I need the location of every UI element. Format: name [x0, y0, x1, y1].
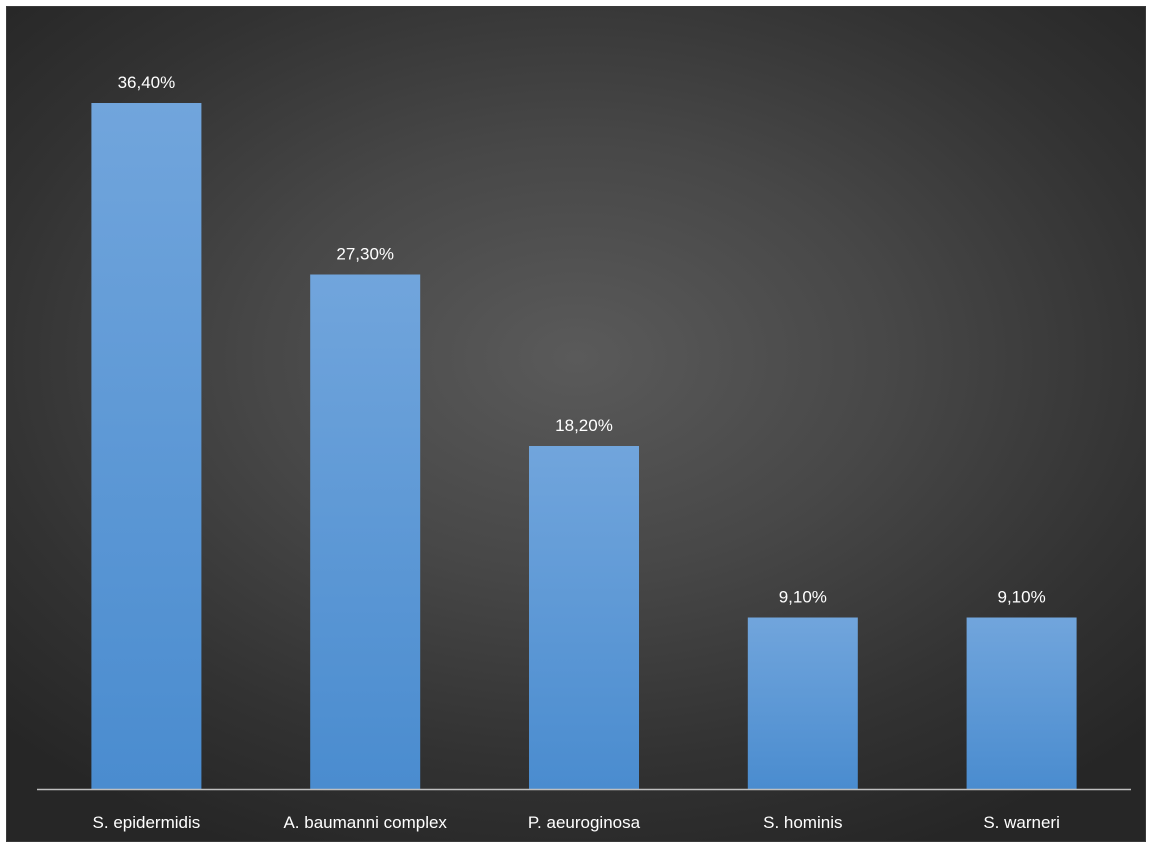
bars [91, 103, 1077, 789]
bar-1 [310, 274, 421, 789]
bar-chart: 36,40% 27,30% 18,20% 9,10% 9,10% S. epidermi… [37, 73, 1131, 832]
category-label-1: A. baumanni complex [283, 813, 447, 832]
data-labels: 36,40% 27,30% 18,20% 9,10% 9,10% [118, 73, 1046, 607]
bar-2 [529, 446, 639, 789]
data-label-0: 36,40% [118, 73, 176, 92]
data-label-4: 9,10% [997, 588, 1045, 607]
bar-0 [91, 103, 202, 789]
data-label-1: 27,30% [336, 245, 394, 264]
chart-area: 36,40% 27,30% 18,20% 9,10% 9,10% S. epidermi… [6, 6, 1146, 842]
category-label-2: P. aeuroginosa [528, 813, 641, 832]
bar-4 [966, 617, 1077, 789]
category-label-4: S. warneri [983, 813, 1060, 832]
category-labels: S. epidermidis A. baumanni complex P. aeur… [93, 813, 1060, 832]
data-label-3: 9,10% [779, 588, 827, 607]
bar-3 [747, 617, 858, 789]
category-label-3: S. hominis [763, 813, 842, 832]
category-label-0: S. epidermidis [93, 813, 201, 832]
data-label-2: 18,20% [555, 416, 613, 435]
